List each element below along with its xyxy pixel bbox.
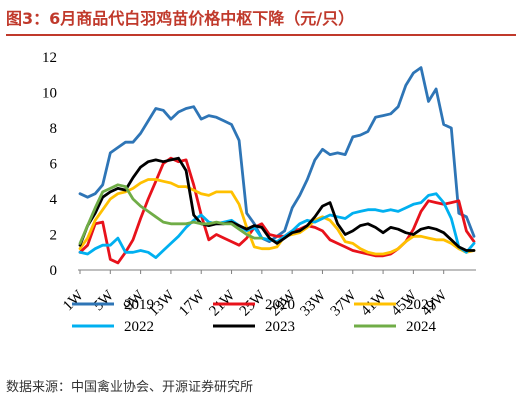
chart-lines bbox=[78, 66, 476, 265]
legend-label-2021: 2021 bbox=[406, 297, 436, 313]
series-line-2022 bbox=[78, 192, 476, 260]
legend-label-2023: 2023 bbox=[265, 319, 295, 335]
y-tick-label: 4 bbox=[50, 192, 58, 208]
legend-label-2019: 2019 bbox=[124, 297, 154, 313]
legend-label-2020: 2020 bbox=[265, 297, 295, 313]
title-underline bbox=[6, 34, 516, 36]
x-tick-label: 5W bbox=[90, 287, 117, 314]
legend-label-2024: 2024 bbox=[406, 319, 437, 335]
series-line-2021 bbox=[78, 178, 476, 256]
y-tick-label: 10 bbox=[42, 86, 57, 102]
chart-legend: 2019 2020 2021 2022 2023 2024 bbox=[72, 297, 437, 335]
series-line-2024 bbox=[78, 183, 264, 245]
legend-label-2022: 2022 bbox=[124, 319, 154, 335]
x-tick-label: 17W bbox=[176, 287, 209, 320]
y-tick-label: 12 bbox=[42, 50, 57, 66]
series-line-2020 bbox=[78, 156, 476, 265]
y-tick-label: 8 bbox=[50, 121, 58, 137]
y-tick-label: 6 bbox=[50, 157, 58, 173]
chart-title: 图3：6月商品代白羽鸡苗价格中枢下降（元/只） bbox=[6, 9, 355, 28]
series-line-2019 bbox=[78, 66, 476, 244]
series-line-2023 bbox=[78, 156, 476, 252]
x-tick-label: 1W bbox=[60, 287, 87, 314]
y-tick-label: 0 bbox=[50, 263, 58, 279]
x-tick-label: 33W bbox=[297, 287, 330, 320]
data-source-note: 数据来源：中国禽业协会、开源证券研究所 bbox=[6, 380, 254, 395]
y-tick-label: 2 bbox=[50, 228, 58, 244]
